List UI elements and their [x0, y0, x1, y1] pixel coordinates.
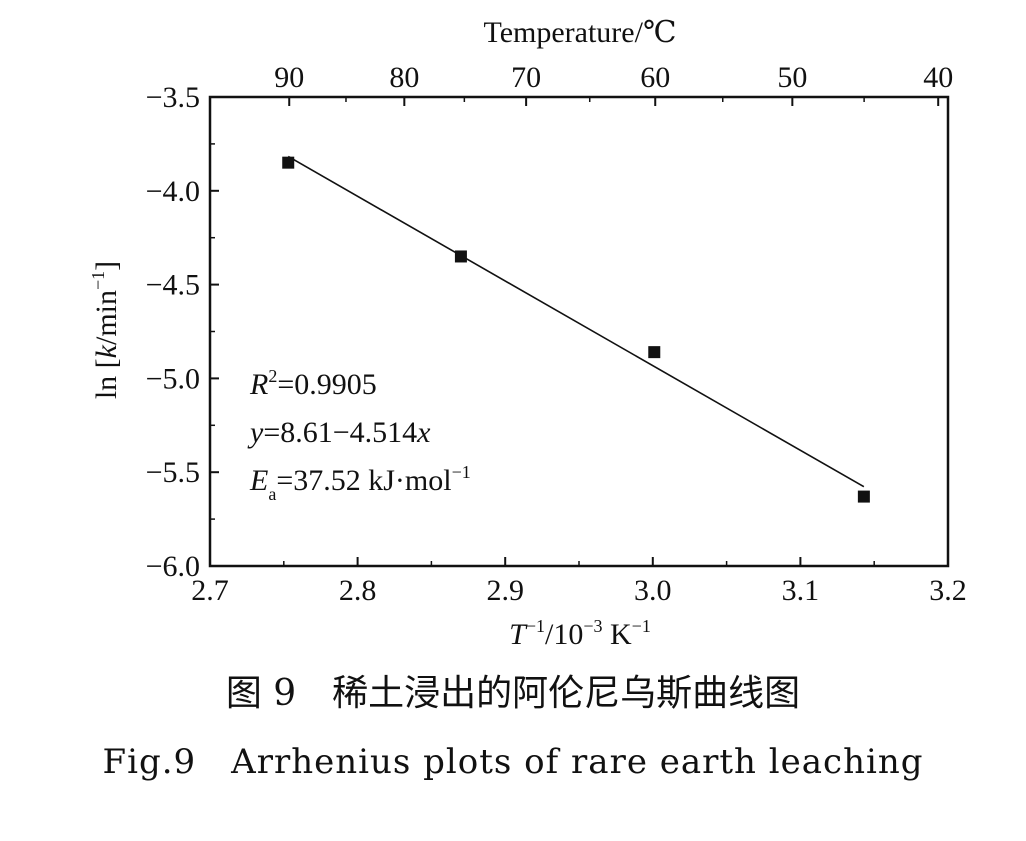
x-tick-label: 3.0 [634, 574, 672, 607]
top-tick-label: 90 [274, 61, 304, 94]
y-tick-label: −5.0 [146, 362, 200, 395]
top-tick-label: 80 [389, 61, 419, 94]
top-tick-label: 40 [923, 61, 953, 94]
ticks-layer: 2.7 2.8 2.9 3.0 3.1 3.2 −3.5 −4.0 −4.5 −5.0 −5.5 −6… [146, 61, 967, 607]
x-tick-label: 2.8 [339, 574, 377, 607]
y-tick-label: −4.5 [146, 269, 200, 302]
points-layer [282, 156, 870, 503]
figure-caption-chinese: 图 9 稀土浸出的阿伦尼乌斯曲线图 [225, 673, 801, 714]
top-tick-label: 70 [511, 61, 541, 94]
x-axis-title: T−1/10−3 K−1 [509, 616, 651, 651]
fit-layer [287, 155, 865, 488]
data-point [648, 346, 661, 359]
top-tick-label: 60 [640, 61, 670, 94]
x-tick-label: 3.2 [929, 574, 967, 607]
x-tick-label: 2.9 [486, 574, 524, 607]
activation-energy-annotation: Ea=37.52 kJ·mol−1 [249, 462, 471, 504]
data-point [857, 490, 870, 503]
y-tick-label: −3.5 [146, 81, 200, 114]
y-tick-label: −4.0 [146, 175, 200, 208]
figure-caption-english: Fig.9 Arrhenius plots of rare earth leac… [102, 742, 924, 782]
y-axis-title: ln [k/min−1] [88, 261, 123, 399]
y-tick-label: −5.5 [146, 456, 200, 489]
data-point [454, 250, 467, 263]
fit-equation-annotation: y=8.61−4.514x [247, 416, 431, 449]
data-point [282, 156, 295, 169]
top-axis-title: Temperature/℃ [483, 16, 676, 49]
x-tick-label: 2.7 [191, 574, 229, 607]
arrhenius-chart: 2.7 2.8 2.9 3.0 3.1 3.2 −3.5 −4.0 −4.5 −5.0 −5.5 −6… [88, 16, 967, 651]
linear-fit-line [287, 155, 865, 488]
r-squared-annotation: R2=0.9905 [249, 366, 377, 401]
y-tick-label: −6.0 [146, 550, 200, 583]
top-tick-label: 50 [777, 61, 807, 94]
x-tick-label: 3.1 [782, 574, 820, 607]
